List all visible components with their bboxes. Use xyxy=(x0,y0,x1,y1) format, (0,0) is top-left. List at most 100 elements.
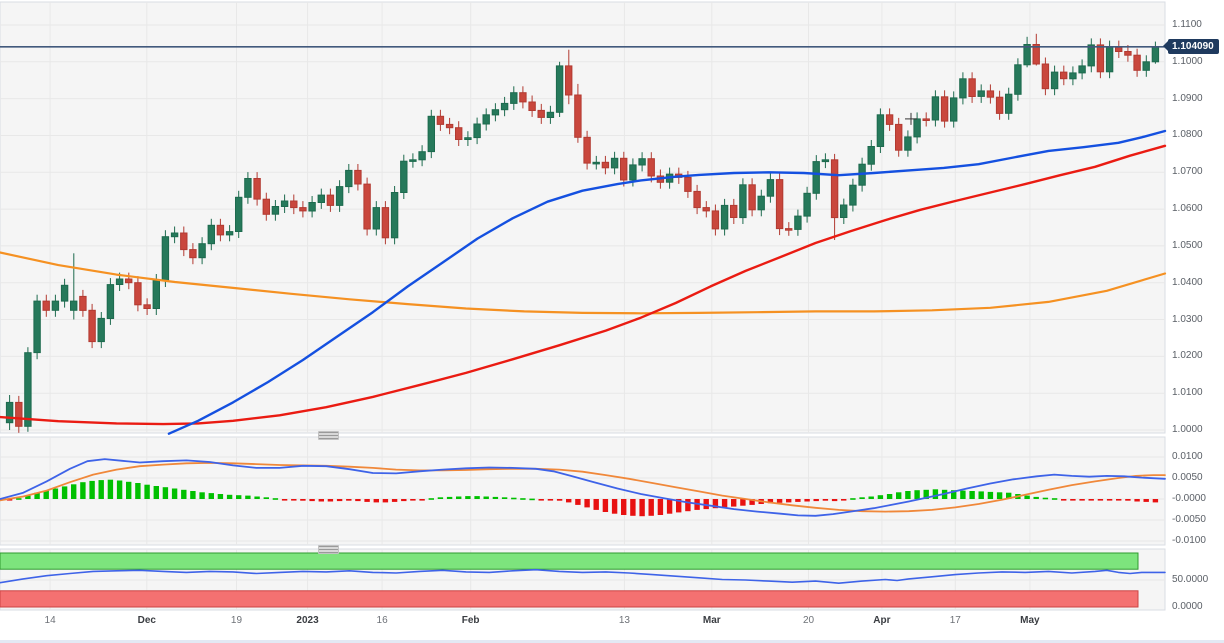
macd-histogram-bar xyxy=(492,496,499,499)
price-axis-tick: 1.0000 xyxy=(1172,424,1203,435)
macd-histogram-bar xyxy=(318,499,324,502)
macd-histogram-bar xyxy=(740,499,746,506)
macd-histogram-bar xyxy=(43,490,49,499)
price-axis-tick: 1.0900 xyxy=(1172,92,1203,104)
macd-histogram-bar xyxy=(391,499,398,502)
candle xyxy=(693,190,701,209)
macd-histogram-bar xyxy=(1088,499,1094,501)
time-axis-label: Feb xyxy=(461,615,480,626)
candle xyxy=(198,243,206,259)
macd-histogram-bar xyxy=(6,499,13,501)
candle xyxy=(895,123,903,151)
macd-histogram-bar xyxy=(1042,497,1049,500)
candle xyxy=(574,94,582,138)
candle xyxy=(1142,61,1150,71)
macd-histogram-bar xyxy=(355,499,361,502)
candle xyxy=(959,78,967,99)
candle xyxy=(70,300,78,311)
candle xyxy=(1124,51,1132,56)
macd-histogram-bar xyxy=(272,498,279,500)
candle xyxy=(436,115,445,125)
candle xyxy=(79,295,87,311)
macd-histogram-bar xyxy=(456,496,462,499)
candle xyxy=(638,158,646,166)
candle xyxy=(326,194,335,206)
rsi-axis-tick: 50.0000 xyxy=(1172,574,1209,585)
candle xyxy=(253,178,261,200)
candle xyxy=(5,401,14,424)
candle xyxy=(821,159,830,163)
macd-histogram-bar xyxy=(107,479,114,499)
candle xyxy=(1078,65,1086,74)
candle xyxy=(60,284,69,302)
candle xyxy=(42,300,50,311)
candle xyxy=(409,159,417,162)
macd-histogram-bar xyxy=(410,499,416,501)
candle xyxy=(134,282,142,306)
candle xyxy=(702,207,710,212)
macd-histogram-bar xyxy=(34,492,40,499)
time-axis-label: 2023 xyxy=(296,615,319,626)
price-axis-tick: 1.0200 xyxy=(1172,350,1203,362)
macd-histogram-bar xyxy=(831,499,838,502)
candle xyxy=(88,309,96,343)
candle xyxy=(794,215,802,230)
macd-histogram-bar xyxy=(254,496,260,499)
price-panel-background xyxy=(0,1,1166,434)
candle xyxy=(1087,44,1095,67)
candle xyxy=(931,96,940,121)
candle xyxy=(1023,44,1031,66)
macd-histogram-bar xyxy=(144,484,150,499)
macd-histogram-bar xyxy=(263,497,269,499)
candle xyxy=(757,195,765,211)
rsi-overbought-band xyxy=(0,552,1139,570)
candle xyxy=(152,280,161,309)
candle xyxy=(161,236,170,281)
candle xyxy=(986,90,995,98)
macd-histogram-bar xyxy=(501,497,508,499)
candle xyxy=(372,207,381,230)
candle xyxy=(546,111,555,119)
candle xyxy=(235,196,243,233)
rsi-oversold-band xyxy=(0,590,1139,608)
candle xyxy=(97,317,105,343)
macd-histogram-bar xyxy=(25,495,31,499)
macd-histogram-bar xyxy=(593,499,599,510)
macd-histogram-bar xyxy=(1079,499,1085,501)
macd-axis-tick: -0.0000 xyxy=(1172,493,1206,504)
price-axis-tick: 1.1100 xyxy=(1172,19,1202,30)
macd-histogram-bar xyxy=(850,498,856,500)
macd-histogram-bar xyxy=(896,492,902,499)
macd-histogram-bar xyxy=(336,499,343,502)
candle xyxy=(180,232,188,251)
macd-histogram-bar xyxy=(437,497,444,499)
macd-histogram-bar xyxy=(951,490,957,499)
candle xyxy=(418,151,426,161)
candle xyxy=(1005,93,1013,114)
candle xyxy=(482,114,490,125)
ma-200-orange-line xyxy=(0,251,1167,315)
time-axis-label: 16 xyxy=(376,615,388,626)
macd-histogram-bar xyxy=(1097,499,1104,501)
candle xyxy=(977,90,985,97)
macd-histogram-bar xyxy=(685,499,691,512)
macd-histogram-bar xyxy=(1116,499,1122,501)
macd-histogram-bar xyxy=(236,495,242,499)
macd-signal-line xyxy=(0,462,1166,513)
panel-resize-handle-macd[interactable] xyxy=(318,431,339,440)
price-axis-tick: 1.0500 xyxy=(1172,239,1203,251)
candle xyxy=(922,118,930,122)
price-tag-arrow-icon xyxy=(1163,41,1168,51)
candle xyxy=(629,164,637,181)
panel-resize-handle-rsi[interactable] xyxy=(318,545,339,554)
macd-histogram-bar xyxy=(327,499,334,502)
macd-histogram-bar xyxy=(630,499,636,516)
ma-slow-red-line xyxy=(0,144,1167,426)
macd-histogram-bar xyxy=(969,491,975,499)
candle xyxy=(748,184,756,211)
candle xyxy=(565,65,573,96)
macd-histogram-bar xyxy=(822,499,829,501)
macd-histogram-bar xyxy=(786,499,792,503)
